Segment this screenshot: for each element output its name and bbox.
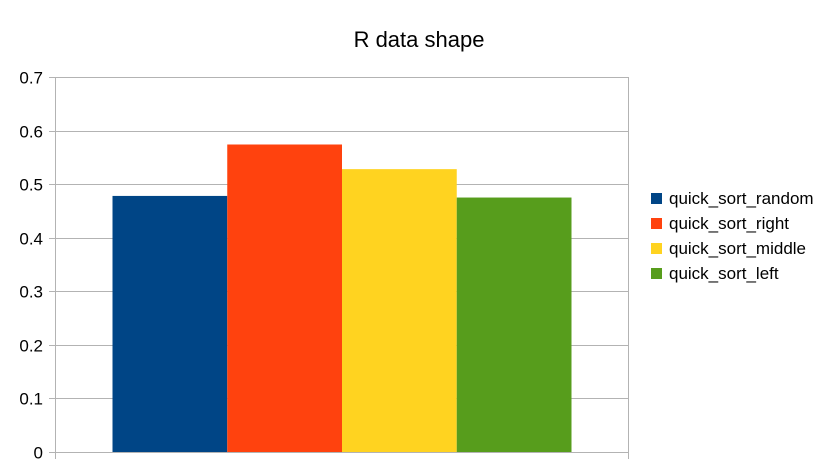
bars [112, 144, 572, 452]
legend-swatch [651, 268, 662, 279]
y-tick-label: 0.3 [19, 283, 43, 302]
y-tick-label: 0.4 [19, 230, 43, 249]
legend-swatch [651, 243, 662, 254]
y-tick-label: 0.1 [19, 390, 43, 409]
chart-title: R data shape [354, 27, 485, 52]
axes [55, 77, 629, 459]
legend-label: quick_sort_middle [669, 239, 806, 258]
legend-swatch [651, 193, 662, 204]
bar-quick-sort-random [112, 195, 228, 452]
legend-label: quick_sort_right [669, 214, 789, 233]
legend-label: quick_sort_left [669, 264, 779, 283]
legend-swatch [651, 218, 662, 229]
legend: quick_sort_random quick_sort_right quick_s… [651, 189, 814, 283]
bar-quick-sort-left [456, 197, 572, 452]
y-axis-ticks: 0 0.1 0.2 0.3 0.4 0.5 0.6 0.7 [19, 69, 55, 463]
legend-label: quick_sort_random [669, 189, 814, 208]
y-tick-label: 0.5 [19, 176, 43, 195]
y-tick-label: 0.7 [19, 69, 43, 88]
bar-quick-sort-middle [342, 169, 457, 452]
y-tick-label: 0.2 [19, 337, 43, 356]
bar-quick-sort-right [227, 144, 342, 452]
y-tick-label: 0.6 [19, 123, 43, 142]
y-tick-label: 0 [34, 444, 43, 463]
